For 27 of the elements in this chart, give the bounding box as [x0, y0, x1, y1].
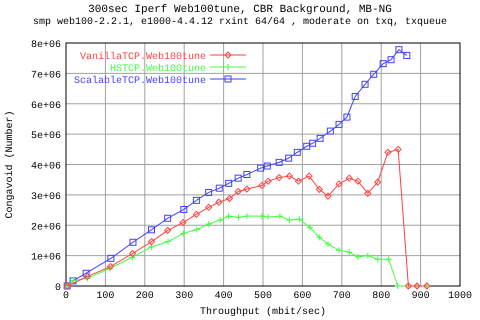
x-tick-label: 400 — [214, 291, 233, 302]
x-tick-label: 700 — [332, 291, 351, 302]
x-tick-label: 1000 — [448, 291, 472, 302]
x-axis-title: Throughput (mbit/sec) — [200, 306, 326, 318]
legend-label: HSTCP.Web100tune — [110, 63, 206, 75]
x-tick-label: 100 — [96, 291, 114, 302]
y-tick-label: 3e+06 — [30, 192, 61, 203]
chart-subtitle: smp web100-2.2.1, e1000-4.4.12 rxint 64/64 , moderate on txq, txqueue — [32, 16, 448, 28]
y-tick-label: 8e+06 — [30, 40, 61, 51]
y-tick-label: 7e+06 — [30, 70, 61, 82]
x-tick-label: 900 — [412, 291, 430, 302]
y-axis-title: Congavoid (Number) — [4, 110, 16, 219]
legend-label: VanillaTCP.Web100tune — [80, 51, 206, 63]
y-tick-label: 0 — [54, 283, 61, 294]
x-tick-label: 200 — [136, 291, 154, 302]
y-tick-label: 6e+06 — [30, 100, 61, 112]
x-tick-label: 800 — [372, 291, 390, 302]
x-tick-label: 600 — [293, 291, 312, 302]
y-tick-label: 4e+06 — [30, 162, 61, 172]
y-tick-label: 5e+06 — [30, 131, 61, 142]
x-tick-label: 300 — [175, 291, 194, 302]
legend-label: ScalableTCP.Web100tune — [74, 75, 206, 87]
x-tick-label: 500 — [254, 291, 272, 302]
x-tick-label: 0 — [62, 291, 70, 302]
chart-title: 300sec Iperf Web100tune, CBR Background, MB-NG — [88, 4, 392, 16]
y-tick-label: 1e+06 — [30, 252, 61, 264]
y-tick-label: 2e+06 — [30, 222, 61, 234]
